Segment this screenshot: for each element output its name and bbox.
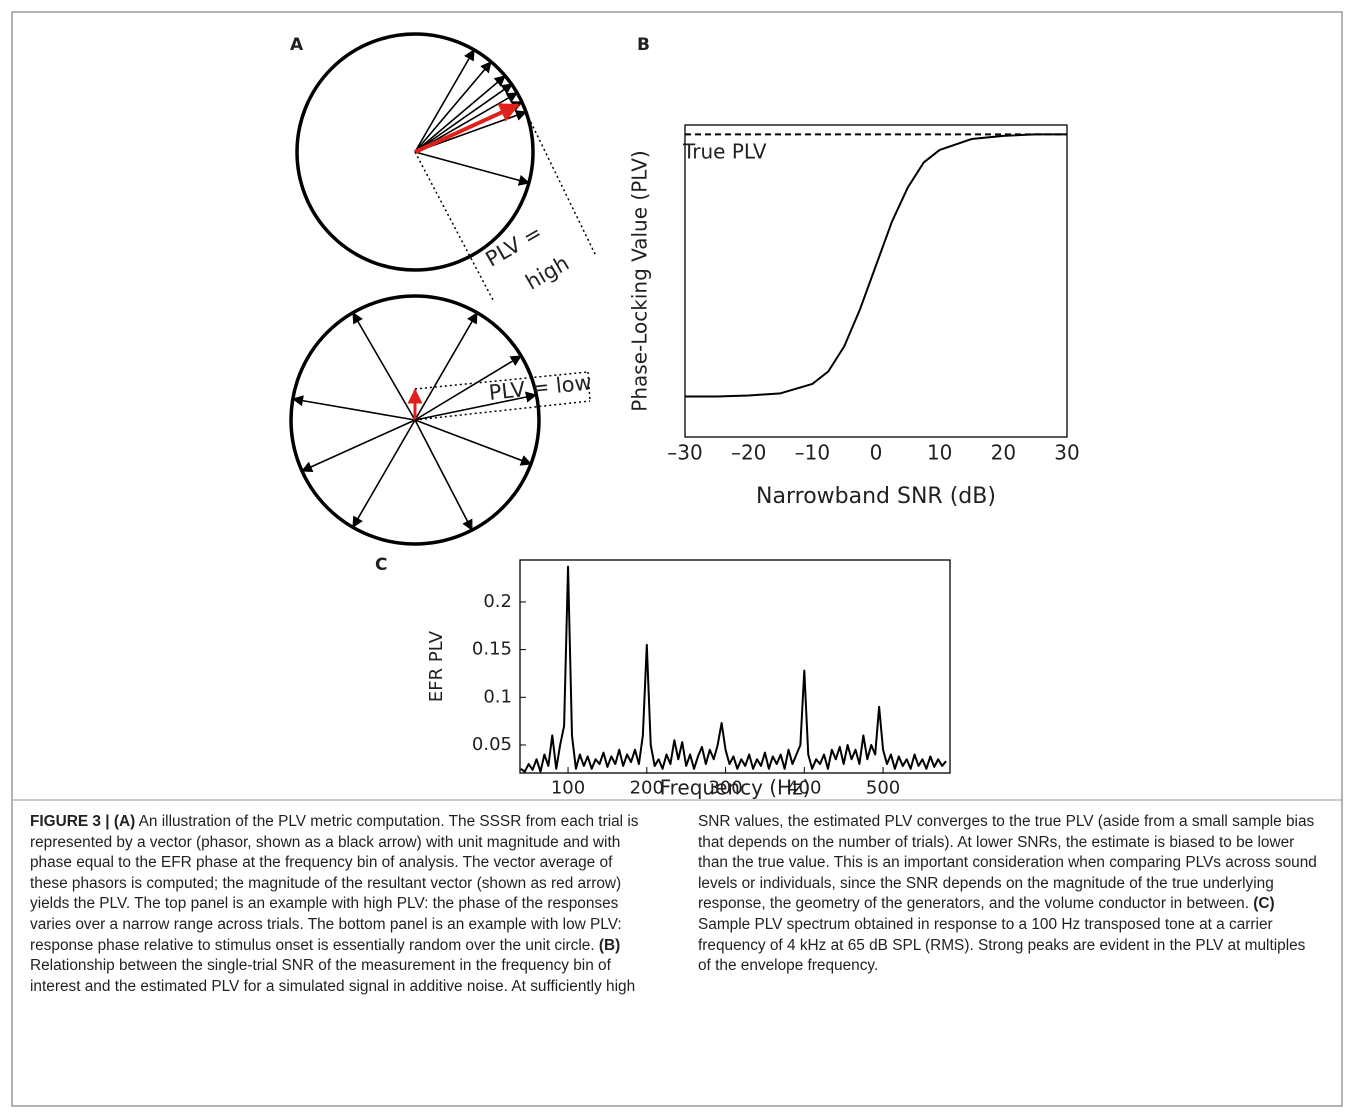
x-tick-label: –30 [667,441,702,465]
plv-low-label: PLV = low [488,370,593,405]
caption-text: Sample PLV spectrum obtained in response… [698,915,1306,975]
x-tick-label: 10 [927,441,952,465]
x-tick-label: 300 [708,777,742,798]
y-axis-label: Phase-Locking Value (PLV) [628,150,652,411]
caption-label: (C) [1253,895,1275,913]
caption-text: Relationship between the single-trial SN… [30,813,1317,995]
x-tick-label: 0 [870,441,883,465]
reference-label: True PLV [682,140,767,164]
x-tick-label: 200 [630,777,664,798]
x-tick-label: 400 [787,777,821,798]
data-line [520,565,947,773]
phasors-high [414,49,531,186]
plv-high-label: high [522,251,574,295]
y-tick-label: 0.2 [483,591,512,612]
y-tick-label: 0.05 [472,734,512,755]
caption-text: An illustration of the PLV metric comput… [30,813,639,954]
data-line [685,133,1067,398]
y-axis-label: EFR PLV [426,630,447,702]
x-tick-label: –20 [731,441,766,465]
x-tick-label: 30 [1054,441,1079,465]
unit-circle [289,294,541,546]
x-tick-label: 500 [866,777,900,798]
plv-high-label: PLV = [482,220,547,271]
y-tick-label: 0.1 [483,686,512,707]
panel-label: B [637,35,650,55]
x-tick-label: 20 [991,441,1016,465]
y-tick-label: 0.15 [472,639,512,660]
phasors-low [291,312,538,531]
x-tick-label: 100 [551,777,585,798]
projection-lines [414,103,597,301]
caption: FIGURE 3 | (A) An illustration of the PL… [30,812,1322,1102]
resultant-high [414,103,520,154]
plot-frame [519,559,951,774]
unit-circle [295,32,535,272]
figure-frame [11,11,1343,1107]
charts: B –30 –20 –10 0 10 20 30 True PLV Narrowband SNR … [375,35,1080,800]
plot-frame [684,124,1068,438]
x-axis-label: Narrowband SNR (dB) [756,484,996,509]
x-axis-label: Frequency (Hz) [660,776,811,800]
x-tick-label: –10 [795,441,830,465]
projection-lines [414,371,591,421]
caption-lead: FIGURE 3 | (A) [30,813,136,830]
panel-a: A PLV = high [289,32,597,546]
caption-label: (B) [598,936,621,954]
panel-label: A [290,35,304,55]
panel-label: C [375,555,387,575]
